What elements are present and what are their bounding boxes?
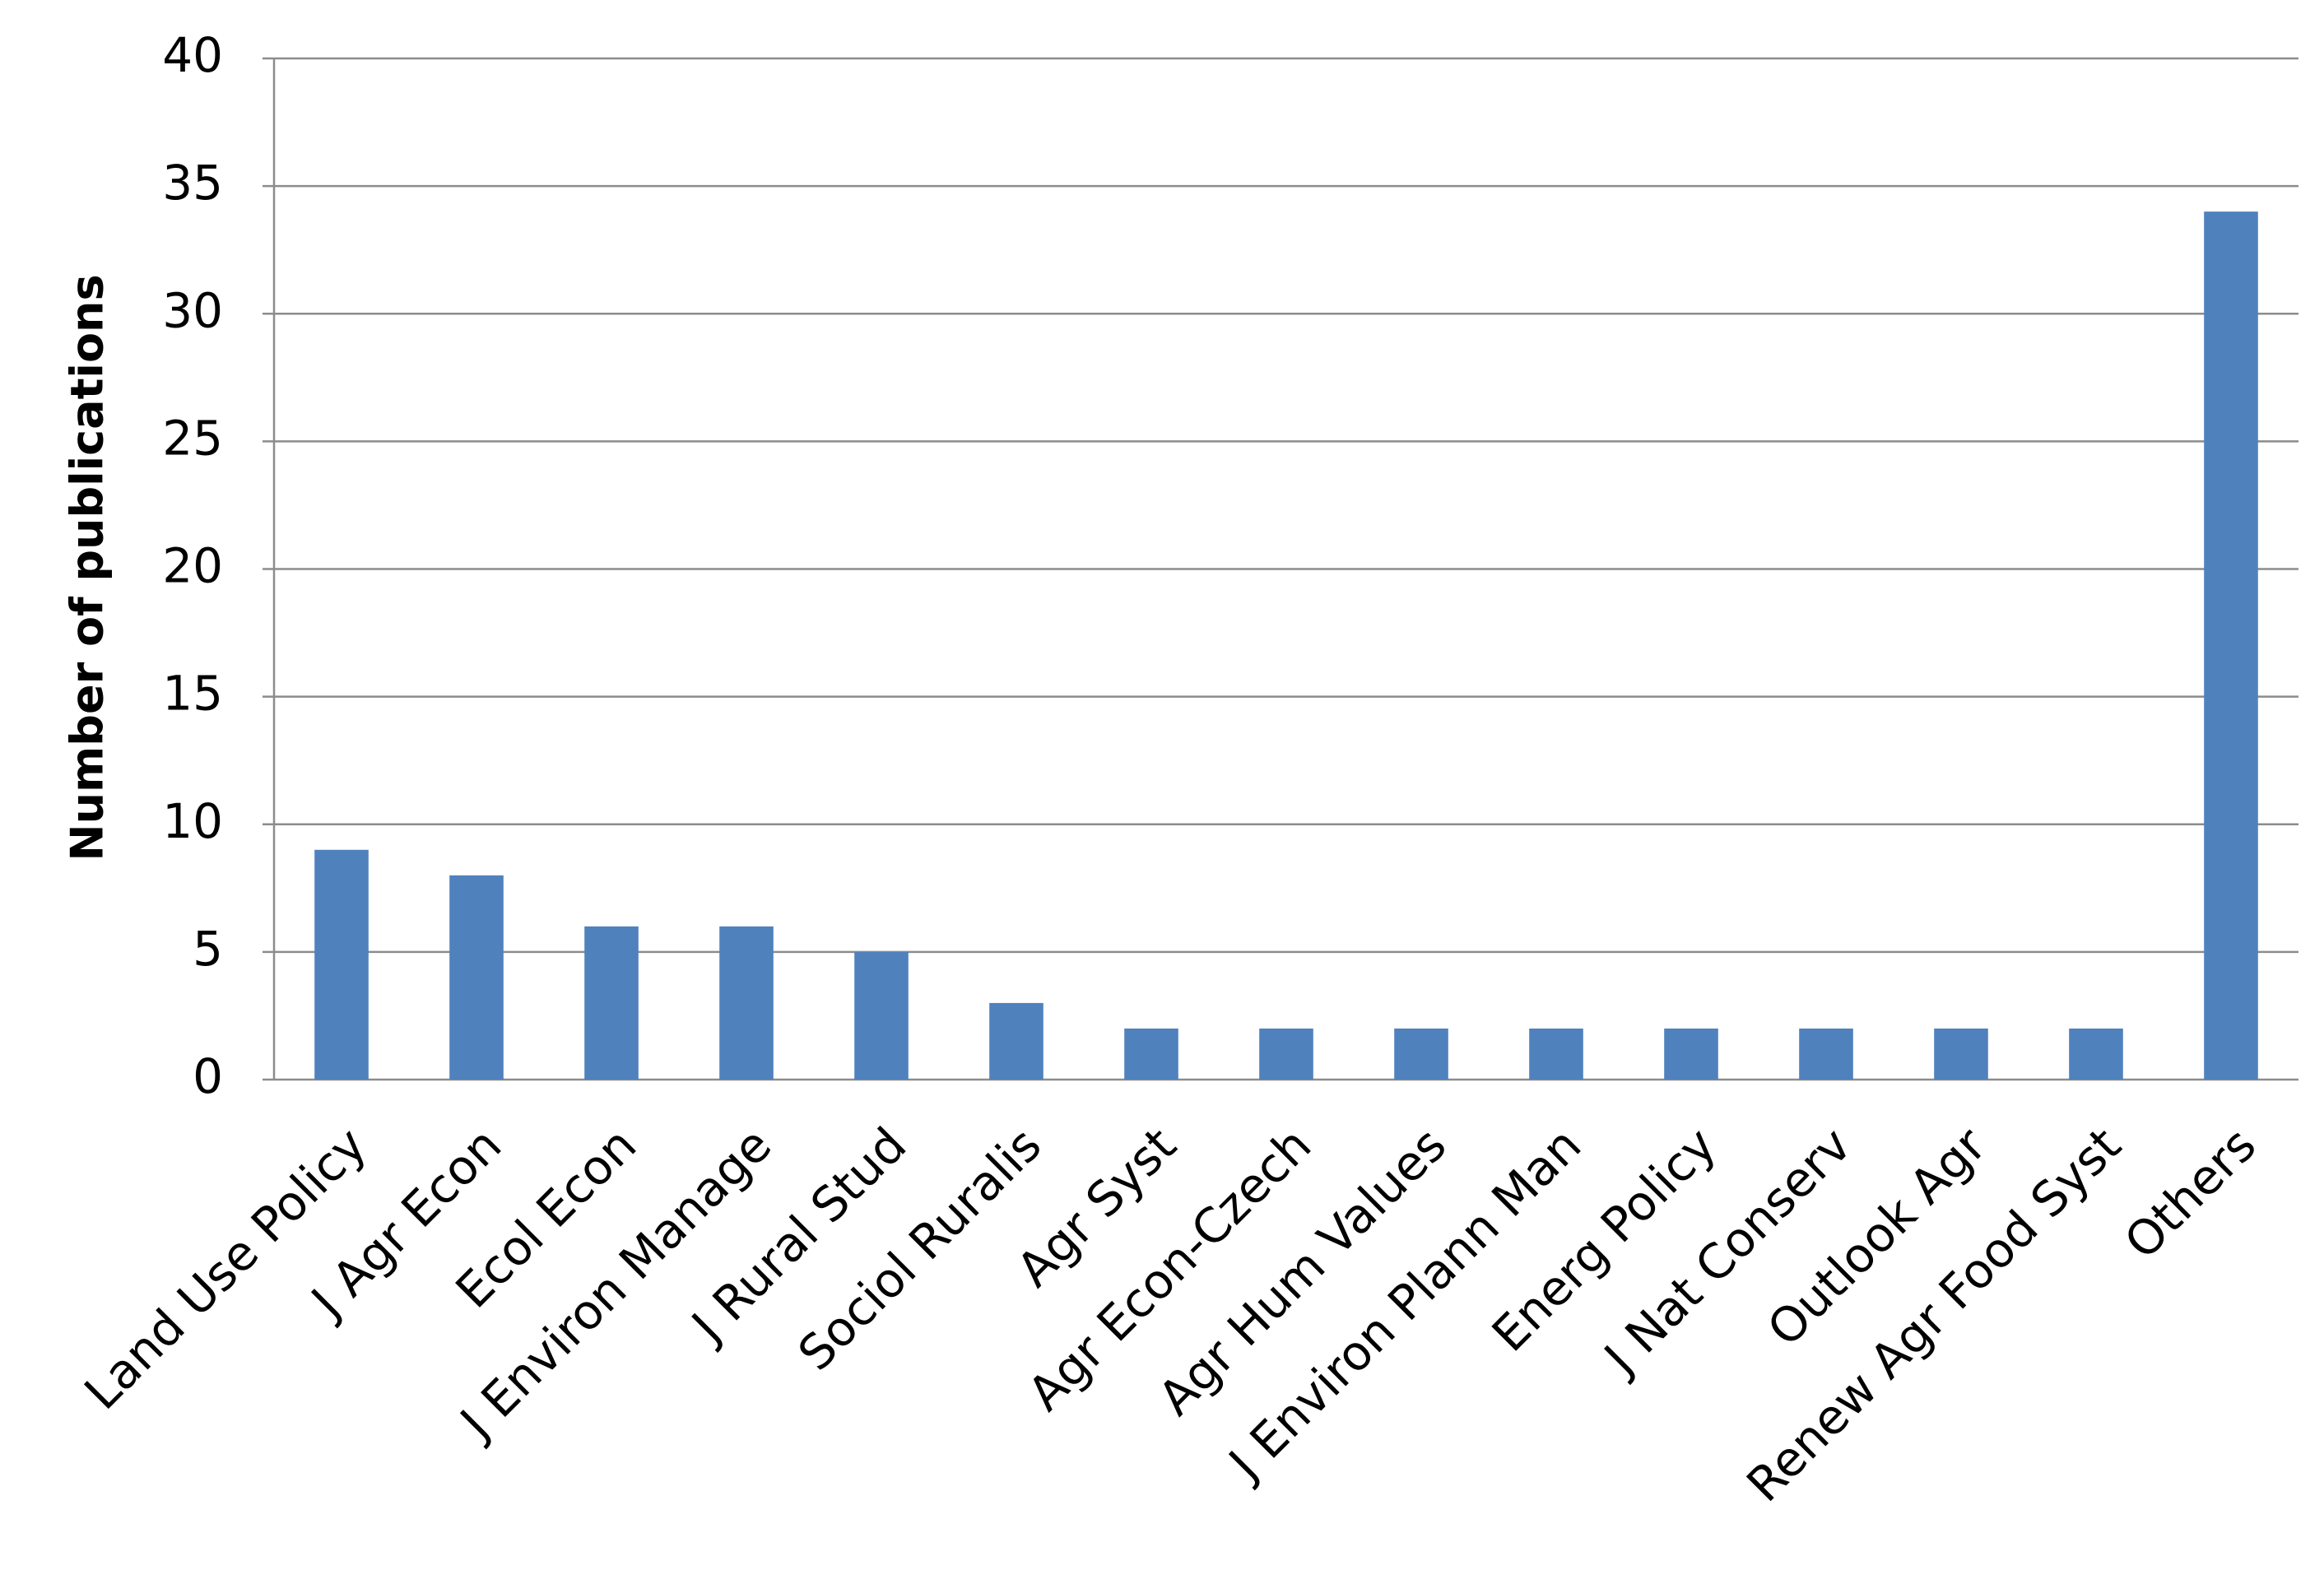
y-tick-label: 15 <box>162 666 223 722</box>
y-tick-label: 0 <box>193 1048 223 1104</box>
y-tick-label: 5 <box>193 921 223 977</box>
bar <box>314 849 369 1080</box>
bar <box>719 926 774 1080</box>
y-tick-label: 10 <box>162 793 223 849</box>
bar <box>1529 1028 1583 1080</box>
bar <box>2204 211 2258 1080</box>
x-tick-label: Others <box>2113 1117 2266 1270</box>
y-tick-label: 40 <box>162 27 223 83</box>
y-tick-label: 35 <box>162 155 223 211</box>
bar <box>989 1002 1043 1080</box>
bar <box>1664 1028 1718 1080</box>
bar <box>449 875 504 1080</box>
bar <box>2069 1028 2123 1080</box>
bar <box>1394 1028 1448 1080</box>
bar <box>854 951 909 1080</box>
x-tick-label: Sociol Ruralis <box>788 1117 1052 1381</box>
y-axis-label: Number of publications <box>62 274 114 861</box>
bar <box>1799 1028 1853 1080</box>
bar <box>1259 1028 1313 1080</box>
y-tick-label: 20 <box>162 538 223 594</box>
y-tick-label: 25 <box>162 410 223 466</box>
bar <box>584 926 639 1080</box>
y-tick-label: 30 <box>162 282 223 338</box>
bar <box>1124 1028 1178 1080</box>
bar <box>1934 1028 1988 1080</box>
